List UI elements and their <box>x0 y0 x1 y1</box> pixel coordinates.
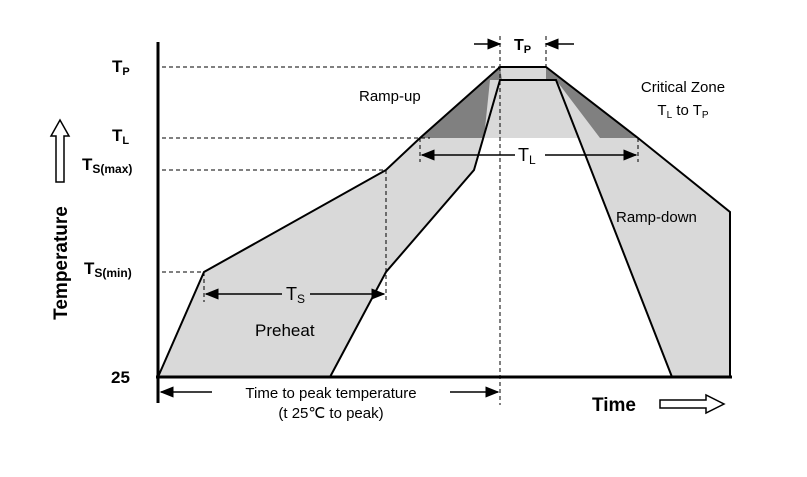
profile-band-left <box>158 67 546 377</box>
y-axis-up-arrow-icon <box>49 118 71 183</box>
y-axis-title: Temperature <box>51 206 72 320</box>
preheat-label: Preheat <box>255 321 315 340</box>
time-to-peak-label: Time to peak temperature <box>245 385 416 402</box>
tp-axis-label: TP <box>112 57 130 78</box>
tsmax-axis-label: TS(max) <box>82 155 132 176</box>
tp-dim-label: TP <box>514 37 531 56</box>
x-axis-right-arrow-icon <box>659 393 726 415</box>
profile-band-right <box>546 67 730 377</box>
critical-zone-title: Critical Zone <box>641 79 725 96</box>
critical-zone-range: TL to TP <box>657 102 708 121</box>
tl-dim-label: TL <box>518 145 536 167</box>
x-axis-title: Time <box>592 395 636 416</box>
ts-dim-label: TS <box>286 284 305 306</box>
tsmin-axis-label: TS(min) <box>84 259 132 280</box>
time-to-peak-sublabel: (t 25℃ to peak) <box>278 405 383 422</box>
tl-axis-label: TL <box>112 126 129 147</box>
ramp-up-label: Ramp-up <box>359 88 421 105</box>
t25-axis-label: 25 <box>111 368 130 387</box>
ramp-down-label: Ramp-down <box>616 209 697 226</box>
